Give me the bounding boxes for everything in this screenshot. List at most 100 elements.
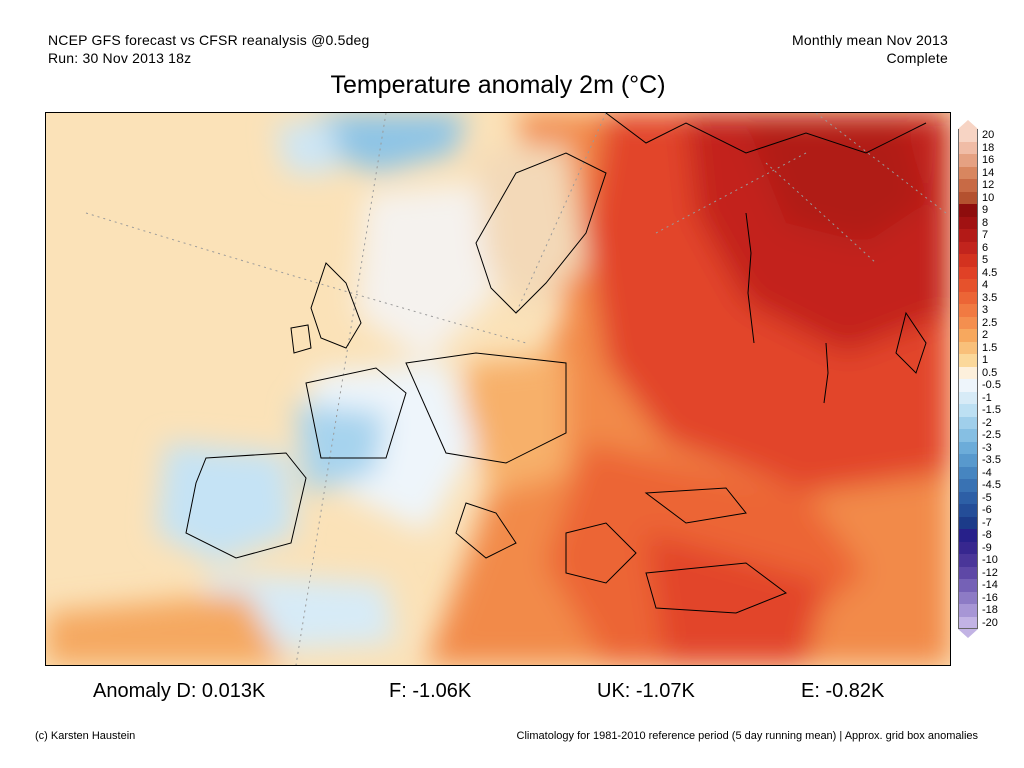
colorbar-tick-label: -14 — [982, 579, 998, 591]
colorbar-tick-label: -6 — [982, 504, 992, 516]
great-britain-outline — [310, 262, 362, 349]
colorbar-cell — [958, 291, 978, 304]
colorbar-cell — [958, 204, 978, 217]
colorbar-cell — [958, 566, 978, 579]
colorbar-cell — [958, 304, 978, 317]
caspian-outline — [895, 311, 927, 374]
colorbar-tick-label: 3.5 — [982, 291, 998, 304]
colorbar-tick-label: 10 — [982, 191, 995, 204]
colorbar-tick-label: -2 — [982, 416, 992, 429]
colorbar-tick-label: 3 — [982, 304, 989, 316]
colorbar-cell — [958, 491, 978, 504]
colorbar-cell — [958, 191, 978, 204]
arctic-coast — [605, 113, 927, 154]
colorbar-tick-label: -0.5 — [982, 379, 1001, 391]
model-source-label: NCEP GFS forecast vs CFSR reanalysis @0.… — [48, 32, 370, 48]
colorbar-tick-label: 7 — [982, 229, 989, 241]
colorbar-tick-label: -10 — [982, 554, 998, 566]
colorbar-tick-label: -8 — [982, 529, 992, 541]
colorbar-tick-label: 14 — [982, 166, 995, 179]
colorbar-cell — [958, 329, 978, 342]
colorbar-cell — [958, 616, 978, 629]
colorbar-tick-label: -1.5 — [982, 404, 1001, 416]
colorbar-tick-label: 5 — [982, 254, 989, 266]
anomaly-france: F: -1.06K — [389, 680, 472, 702]
colorbar-tick-label: 20 — [982, 129, 995, 141]
iberia-outline — [185, 452, 307, 559]
status-label: Complete — [886, 50, 948, 66]
colorbar-cell — [958, 254, 978, 267]
colorbar-cell — [958, 604, 978, 617]
anomaly-germany: Anomaly D: 0.013K — [93, 680, 266, 702]
colorbar-cell — [958, 504, 978, 517]
colorbar-cell — [958, 216, 978, 229]
run-info: NCEP GFS forecast vs CFSR reanalysis @0.… — [48, 31, 370, 67]
colorbar-cell — [958, 129, 978, 142]
colorbar-cell — [958, 466, 978, 479]
ireland-outline — [290, 324, 312, 354]
colorbar-cell — [958, 529, 978, 542]
colorbar-cell — [958, 441, 978, 454]
colorbar-bottom-arrow — [958, 629, 978, 638]
colorbar-cell — [958, 179, 978, 192]
colorbar-tick-label: 18 — [982, 141, 995, 154]
colorbar-tick-label: -5 — [982, 491, 992, 504]
colorbar-cell — [958, 429, 978, 442]
colorbar-cell — [958, 166, 978, 179]
colorbar-tick-label: 2.5 — [982, 316, 998, 329]
colorbar-cell — [958, 479, 978, 492]
colorbar-tick-label: 16 — [982, 154, 995, 166]
central-europe-borders — [405, 352, 567, 464]
period-info: Monthly mean Nov 2013 Complete — [792, 31, 948, 67]
colorbar-tick-label: 4 — [982, 279, 989, 291]
anomaly-uk: UK: -1.07K — [597, 680, 695, 702]
colorbar-cell — [958, 554, 978, 567]
black-sea-outline — [644, 487, 747, 524]
colorbar-cell — [958, 404, 978, 417]
anomaly-map — [45, 112, 951, 666]
copyright-text: (c) Karsten Haustein — [35, 730, 136, 742]
climatology-note: Climatology for 1981-2010 reference peri… — [516, 730, 978, 742]
colorbar-top-arrow — [958, 120, 978, 129]
colorbar-tick-label: -1 — [982, 391, 992, 404]
colorbar-tick-label: 0.5 — [982, 366, 998, 379]
colorbar-cell — [958, 154, 978, 167]
colorbar-tick-label: 4.5 — [982, 266, 998, 279]
colorbar-cell — [958, 591, 978, 604]
colorbar-tick-label: -12 — [982, 566, 998, 579]
colorbar-cell — [958, 416, 978, 429]
colorbar-tick-label: 2 — [982, 329, 989, 341]
colorbar-tick-label: 1.5 — [982, 341, 998, 354]
colorbar-tick-label: 12 — [982, 179, 995, 191]
colorbar-tick-label: -3.5 — [982, 454, 1001, 466]
colorbar-tick-label: -16 — [982, 591, 998, 604]
colorbar-cell — [958, 266, 978, 279]
colorbar-tick-label: -4.5 — [982, 479, 1001, 491]
colorbar-cell — [958, 241, 978, 254]
colorbar-cell — [958, 279, 978, 292]
graticule — [85, 113, 947, 665]
colorbar-tick-label: -2.5 — [982, 429, 1001, 441]
period-label: Monthly mean Nov 2013 — [792, 32, 948, 48]
anomaly-field — [46, 113, 950, 665]
colorbar-cell — [958, 516, 978, 529]
colorbar-cell — [958, 541, 978, 554]
colorbar-cell — [958, 316, 978, 329]
map-canvas — [46, 113, 950, 665]
colorbar-cell — [958, 141, 978, 154]
italy-outline — [455, 502, 517, 559]
river-ural — [823, 342, 829, 404]
colorbar-cell — [958, 454, 978, 467]
colorbar-tick-label: -3 — [982, 441, 992, 454]
anomaly-europe: E: -0.82K — [801, 680, 885, 702]
colorbar-cell — [958, 379, 978, 392]
colorbar-tick-label: -7 — [982, 516, 992, 529]
colorbar-cell — [958, 391, 978, 404]
colorbar-cell — [958, 366, 978, 379]
balkans-outline — [565, 522, 637, 584]
colorbar-tick-label: 8 — [982, 216, 989, 229]
turkey-outline — [645, 562, 788, 614]
scandinavia-outline — [475, 152, 607, 314]
colorbar-tick-label: 9 — [982, 204, 989, 216]
france-outline — [305, 367, 407, 459]
